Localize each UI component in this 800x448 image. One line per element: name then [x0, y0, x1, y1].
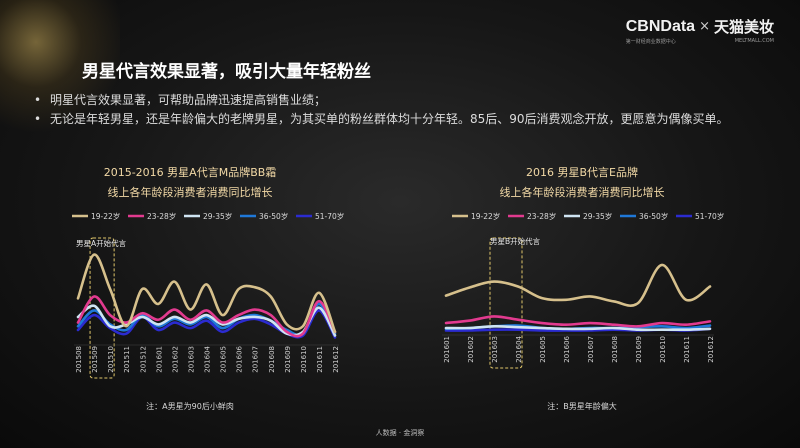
x-tick-label: 201604	[515, 335, 523, 362]
chart-title: 2016 男星B代言E品牌	[526, 165, 638, 179]
cbndata-logo: CBNData	[625, 17, 696, 35]
x-tick-label: 201511	[123, 346, 131, 373]
x-tick-label: 201612	[707, 336, 715, 363]
legend-label: 36-50岁	[259, 211, 288, 221]
bullet-item: • 无论是年轻男星，还是年龄偏大的老牌男星，为其买单的粉丝群体均十分年轻。85后…	[34, 111, 754, 128]
legend-label: 19-22岁	[91, 211, 120, 221]
x-tick-label: 201612	[332, 346, 340, 373]
chart-subtitle: 线上各年龄段消费者消费同比增长	[500, 185, 665, 199]
bullet-text: 明星代言效果显著，可帮助品牌迅速提高销售业绩；	[50, 93, 327, 107]
legend-label: 29-35岁	[583, 211, 612, 221]
x-tick-label: 201610	[659, 336, 667, 363]
x-tick-label: 201611	[316, 346, 324, 373]
brand-logo: CBNData × 天猫美妆 第一财经商业数据中心 MELTMALL.COM	[625, 16, 774, 46]
brand-separator: ×	[699, 19, 710, 34]
x-tick-label: 201606	[236, 345, 244, 372]
footer-text: 人数据 · 金洞察	[375, 429, 425, 437]
x-tick-label: 201607	[252, 346, 260, 373]
x-tick-label: 201611	[683, 336, 691, 363]
gold-glitter-decoration	[0, 0, 120, 140]
chart-note: 注：A男星为90后小鲜肉	[146, 401, 234, 411]
bullet-dot: •	[34, 93, 42, 107]
legend-label: 29-35岁	[203, 211, 232, 221]
x-tick-label: 201606	[563, 335, 571, 362]
x-tick-label: 201609	[635, 336, 643, 363]
highlight-box	[89, 237, 115, 379]
legend-label: 51-70岁	[695, 211, 724, 221]
x-tick-label: 201602	[171, 346, 179, 373]
cbndata-tagline: 第一财经商业数据中心	[625, 39, 676, 45]
bullet-dot: •	[34, 112, 42, 126]
x-tick-label: 201508	[75, 346, 83, 373]
tmall-beauty-logo: 天猫美妆	[713, 18, 774, 36]
x-tick-label: 201512	[139, 346, 147, 373]
chart-title: 2015-2016 男星A代言M品牌BB霜	[104, 165, 277, 179]
bullet-item: • 明星代言效果显著，可帮助品牌迅速提高销售业绩；	[34, 92, 754, 109]
chart-subtitle: 线上各年龄段消费者消费同比增长	[108, 185, 273, 199]
series-line-19-22岁	[76, 253, 337, 334]
x-tick-label: 201601	[443, 336, 451, 363]
legend-label: 51-70岁	[315, 211, 344, 221]
x-tick-label: 201608	[268, 346, 276, 373]
x-tick-label: 201605	[539, 336, 547, 363]
legend-label: 23-28岁	[147, 211, 176, 221]
x-tick-label: 201601	[155, 346, 163, 373]
series-line-36-50岁	[76, 302, 337, 337]
x-tick-label: 201609	[284, 346, 292, 373]
x-tick-label: 201603	[187, 346, 195, 373]
x-tick-label: 201602	[467, 336, 475, 363]
series-line-19-22岁	[444, 263, 712, 307]
chart-annotation: 男星B开始代言	[490, 236, 541, 246]
x-tick-label: 201509	[91, 346, 99, 373]
x-tick-label: 201608	[611, 336, 619, 363]
bullet-list: • 明星代言效果显著，可帮助品牌迅速提高销售业绩； • 无论是年轻男星，还是年龄…	[34, 92, 754, 130]
series-line-23-28岁	[444, 315, 712, 328]
x-tick-label: 201510	[107, 346, 115, 373]
x-tick-label: 201607	[587, 336, 595, 363]
legend-label: 19-22岁	[471, 211, 500, 221]
bullet-text: 无论是年轻男星，还是年龄偏大的老牌男星，为其买单的粉丝群体均十分年轻。85后、9…	[50, 112, 729, 126]
x-tick-label: 201604	[204, 345, 212, 372]
x-tick-label: 201605	[220, 346, 228, 373]
tmall-url: MELTMALL.COM	[734, 38, 774, 44]
series-line-29-35岁	[444, 325, 712, 332]
page-title: 男星代言效果显著，吸引大量年轻粉丝	[82, 62, 371, 82]
highlight-box	[489, 237, 523, 369]
legend-label: 36-50岁	[639, 211, 668, 221]
x-tick-label: 201610	[300, 346, 308, 373]
x-tick-label: 201603	[491, 336, 499, 363]
chart-note: 注：B男星年龄偏大	[547, 401, 617, 411]
legend-label: 23-28岁	[527, 211, 556, 221]
chart-annotation: 男星A开始代言	[76, 238, 127, 248]
